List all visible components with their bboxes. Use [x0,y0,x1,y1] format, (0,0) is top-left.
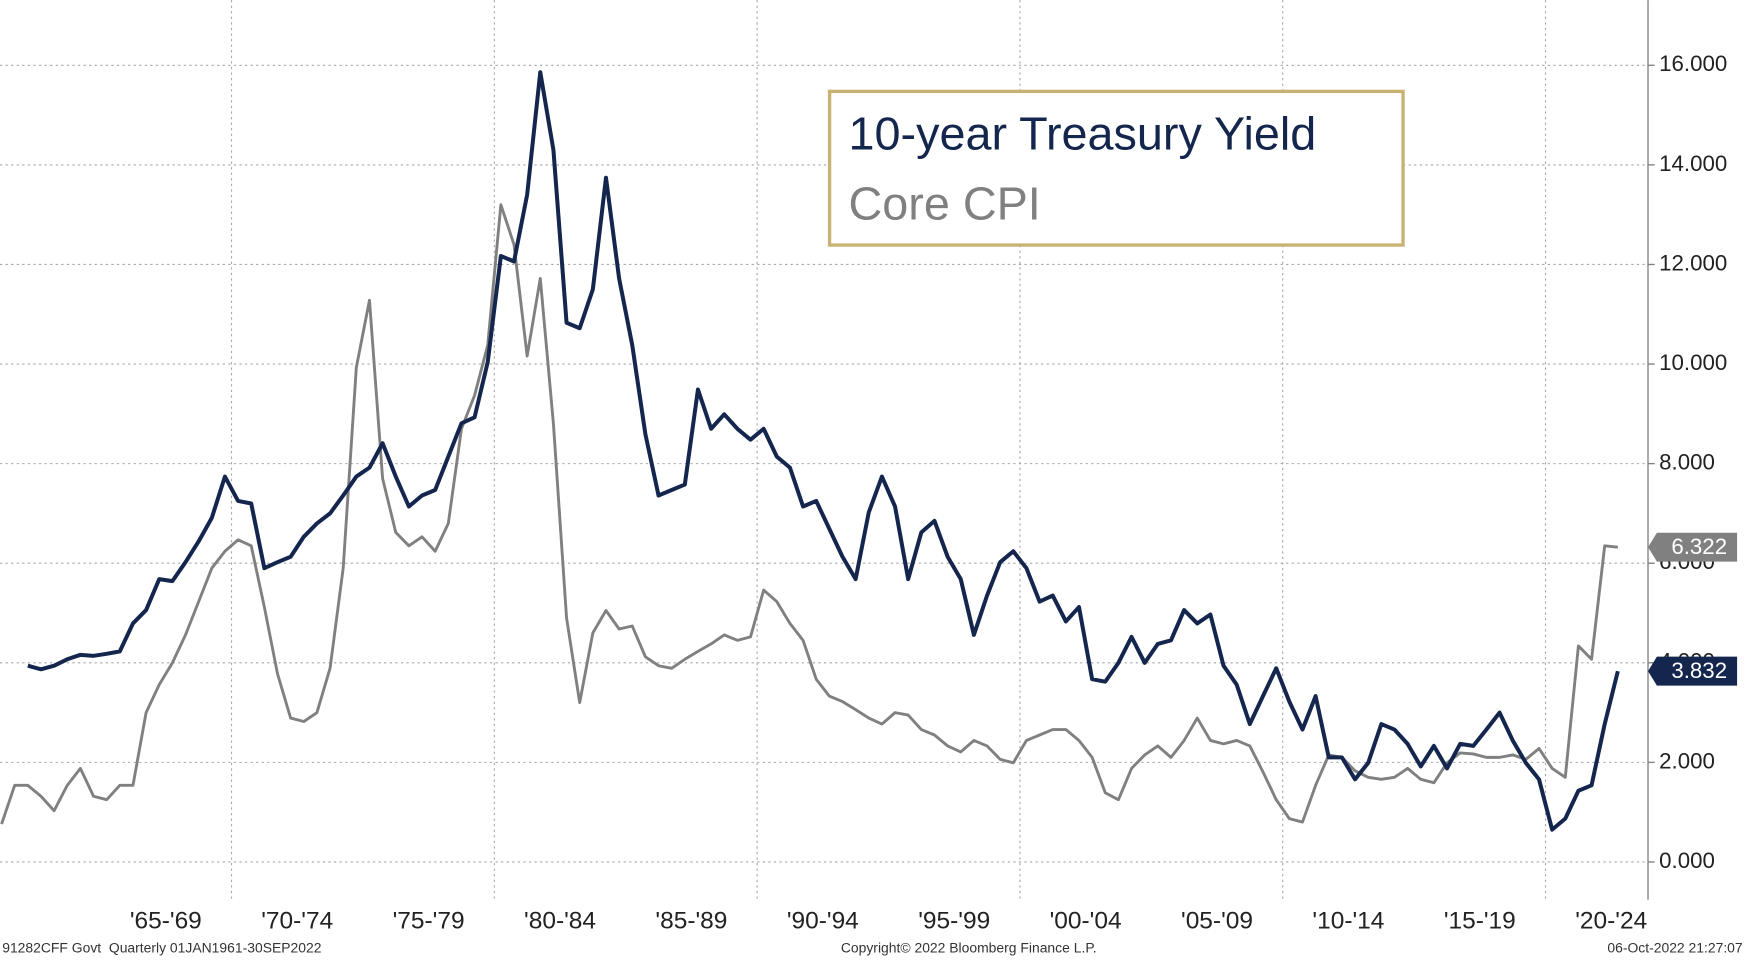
footer-center: Copyright© 2022 Bloomberg Finance L.P. [841,939,1097,955]
x-tick-label: '10-'14 [1312,908,1384,935]
footer-left: 91282CFF Govt Quarterly 01JAN1961-30SEP2… [2,939,322,955]
series-line [0,203,1618,825]
x-tick-label: '70-'74 [261,908,333,935]
y-tick-label: 12.000 [1659,250,1727,275]
series-line [27,70,1620,832]
last-value-label: 3.832 [1671,658,1727,683]
footer-right: 06-Oct-2022 21:27:07 [1607,939,1743,955]
y-tick-label: 10.000 [1659,350,1727,375]
y-tick-label: 8.000 [1659,450,1715,475]
x-tick-label: '90-'94 [787,908,859,935]
y-tick-label: 14.000 [1659,151,1727,176]
x-tick-label: '85-'89 [655,908,727,935]
x-tick-label: '15-'19 [1444,908,1516,935]
y-tick-label: 16.000 [1659,51,1727,76]
x-tick-label: '75-'79 [393,908,465,935]
x-tick-label: '20-'24 [1575,908,1647,935]
legend-entry: 10-year Treasury Yield [849,107,1317,159]
legend-box [827,89,1405,247]
y-tick-label: 0.000 [1659,848,1715,873]
last-value-badge [1648,656,1738,686]
last-value-label: 6.322 [1671,534,1727,559]
legend-entry: Core CPI [849,178,1041,230]
y-tick-label: 2.000 [1659,748,1715,773]
x-tick-label: '80-'84 [524,908,596,935]
x-tick-label: '05-'09 [1181,908,1253,935]
x-tick-label: '95-'99 [918,908,990,935]
x-tick-label: '00-'04 [1050,908,1122,935]
last-value-badge [1648,532,1738,562]
x-tick-label: '65-'69 [130,908,202,935]
